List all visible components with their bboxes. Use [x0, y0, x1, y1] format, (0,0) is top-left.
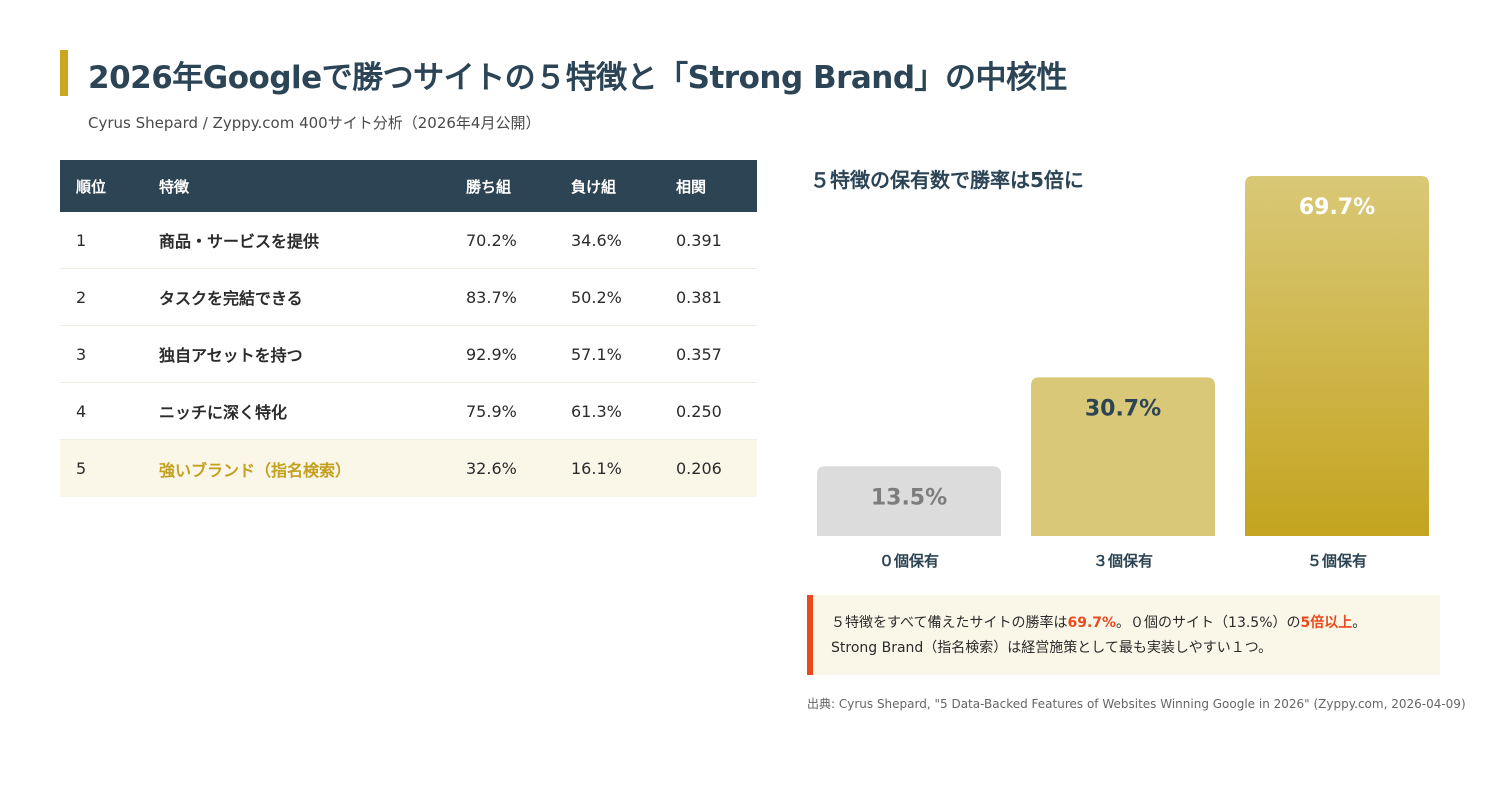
cell-feature: ニッチに深く特化: [159, 403, 288, 422]
note-line-2: Strong Brand（指名検索）は経営施策として最も実装しやすい１つ。: [831, 640, 1273, 656]
header-win: 勝ち組: [466, 177, 512, 196]
note-text: 。: [1352, 615, 1367, 631]
chart-svg: 13.5% ０個保有 30.7% ３個保有 69.7% ５個保有: [817, 176, 1429, 570]
cell-rank: 1: [76, 230, 87, 250]
source-citation: 出典: Cyrus Shepard, "5 Data-Backed Featur…: [807, 697, 1466, 711]
cell-feature: 強いブランド（指名検索）: [159, 460, 352, 480]
bar-2: [1245, 176, 1429, 536]
cell-win: 75.9%: [466, 401, 517, 421]
cell-feature: 独自アセットを持つ: [159, 346, 303, 365]
cell-feature: タスクを完結できる: [159, 289, 303, 308]
cell-rank: 4: [76, 401, 87, 421]
note-text: 。０個のサイト（13.5%）の: [1116, 615, 1301, 631]
table-header: 順位 特徴 勝ち組 負け組 相関: [60, 160, 757, 212]
cell-win: 83.7%: [466, 287, 517, 307]
cell-lose: 57.1%: [571, 344, 622, 364]
note-text: ５特徴をすべて備えたサイトの勝率は: [831, 615, 1068, 631]
table-row: 4 ニッチに深く特化 75.9% 61.3% 0.250: [60, 383, 757, 440]
bar-value-label: 13.5%: [871, 485, 947, 510]
cell-corr: 0.381: [676, 287, 722, 307]
table-row: 1 商品・サービスを提供 70.2% 34.6% 0.391: [60, 212, 757, 269]
category-label: ０個保有: [879, 552, 939, 570]
note-emphasis: 5倍以上: [1300, 615, 1353, 631]
table-row-highlighted: 5 強いブランド（指名検索） 32.6% 16.1% 0.206: [60, 440, 757, 497]
header-feature: 特徴: [159, 177, 190, 196]
bar-0: [817, 466, 1001, 536]
note-emphasis: 69.7%: [1067, 615, 1117, 631]
category-label: ３個保有: [1093, 552, 1153, 570]
bar-value-label: 69.7%: [1299, 195, 1375, 220]
page-subtitle: Cyrus Shepard / Zyppy.com 400サイト分析（2026年…: [88, 114, 541, 132]
cell-lose: 34.6%: [571, 230, 622, 250]
cell-lose: 50.2%: [571, 287, 622, 307]
table-row: 2 タスクを完結できる 83.7% 50.2% 0.381: [60, 269, 757, 326]
win-rate-bar-chart: 13.5% ０個保有 30.7% ３個保有 69.7% ５個保有: [800, 160, 1440, 580]
cell-feature: 商品・サービスを提供: [159, 232, 320, 251]
cell-corr: 0.357: [676, 344, 722, 364]
page-title: 2026年Googleで勝つサイトの５特徴と「Strong Brand」の中核性: [88, 60, 1068, 96]
title-accent-bar: [60, 50, 68, 96]
header-lose: 負け組: [571, 177, 617, 196]
cell-win: 70.2%: [466, 230, 517, 250]
header-rank: 順位: [76, 177, 107, 196]
cell-lose: 61.3%: [571, 401, 622, 421]
table-row: 3 独自アセットを持つ 92.9% 57.1% 0.357: [60, 326, 757, 383]
cell-rank: 3: [76, 344, 87, 364]
note-line-1: ５特徴をすべて備えたサイトの勝率は69.7%。０個のサイト（13.5%）の5倍以…: [831, 611, 1440, 636]
cell-corr: 0.206: [676, 459, 722, 478]
bar-value-label: 30.7%: [1085, 396, 1161, 421]
cell-win: 92.9%: [466, 344, 517, 364]
cell-rank: 5: [76, 459, 87, 478]
callout-note: ５特徴をすべて備えたサイトの勝率は69.7%。０個のサイト（13.5%）の5倍以…: [807, 595, 1440, 675]
chart-title: ５特徴の保有数で勝率は5倍に: [810, 168, 1084, 192]
category-label: ５個保有: [1307, 552, 1367, 570]
header-corr: 相関: [676, 177, 707, 196]
cell-corr: 0.391: [676, 230, 722, 250]
cell-rank: 2: [76, 287, 87, 307]
features-table: 順位 特徴 勝ち組 負け組 相関 1 商品・サービスを提供 70.2% 34.6…: [60, 160, 757, 497]
bar-1: [1031, 377, 1215, 536]
cell-win: 32.6%: [466, 459, 517, 478]
cell-corr: 0.250: [676, 401, 722, 421]
cell-lose: 16.1%: [571, 459, 622, 478]
